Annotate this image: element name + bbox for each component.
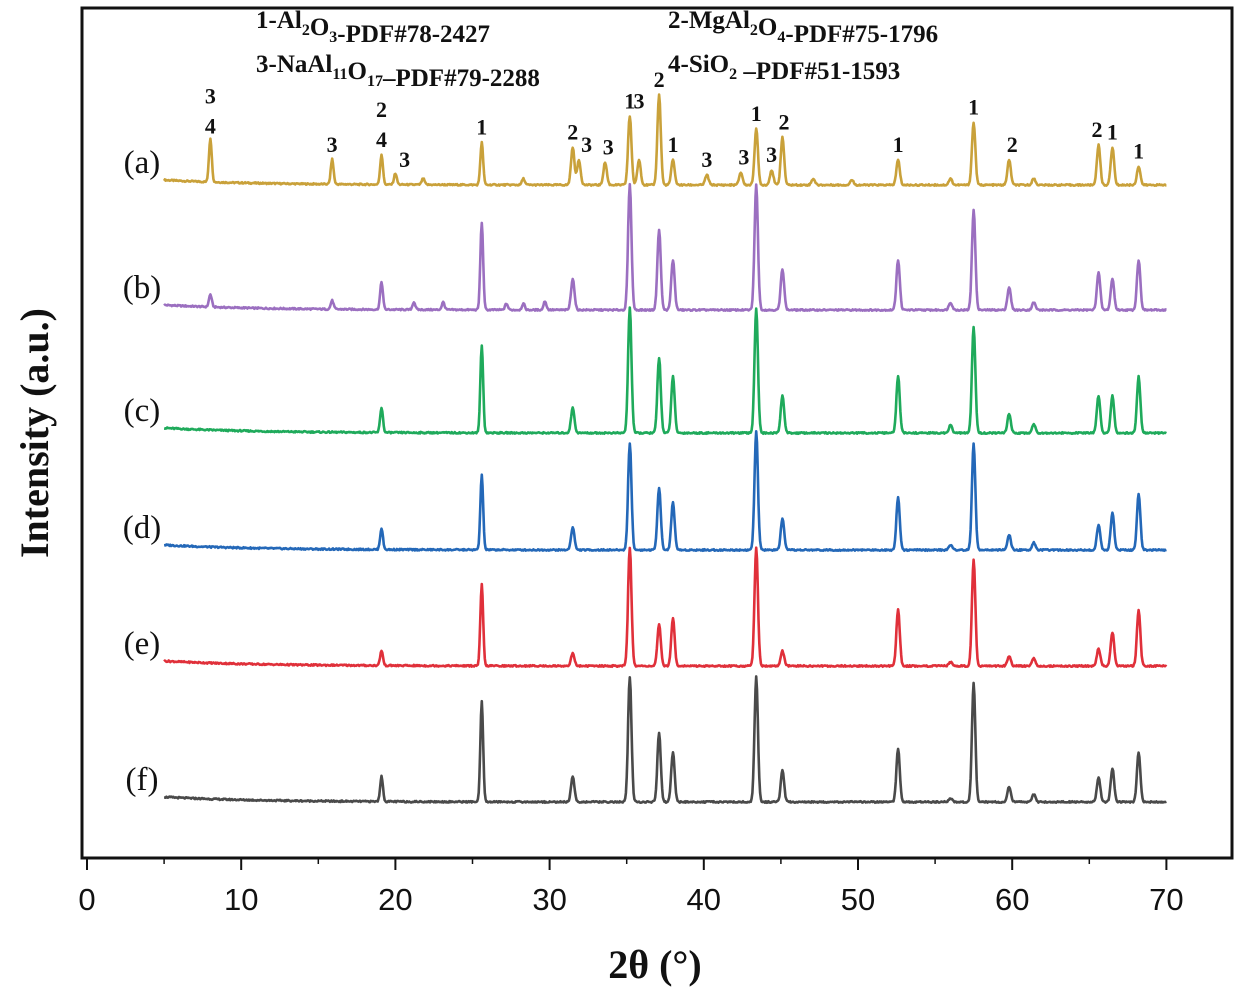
legend-entry: 2-MgAl2O4-PDF#75-1796 — [668, 7, 938, 48]
series-label: (c) — [124, 393, 161, 429]
x-tick-label: 30 — [532, 882, 566, 917]
y-axis-title: Intensity (a.u.) — [12, 308, 57, 558]
x-tick-label: 20 — [378, 882, 412, 917]
peak-label: 2 — [1092, 117, 1103, 142]
peak-label: 1 — [476, 115, 487, 140]
series-label: (e) — [124, 626, 161, 662]
peak-label: 3 — [399, 147, 410, 172]
peak-label: 1 — [1107, 120, 1118, 145]
peak-label: 3 — [603, 135, 614, 160]
legend-entry: 1-Al2O3-PDF#78-2427 — [256, 7, 490, 48]
peak-label: 1 — [624, 88, 635, 113]
peak-label: 3 — [766, 142, 777, 167]
x-axis-title: 2θ (°) — [608, 942, 702, 987]
peak-label: 2 — [567, 120, 578, 145]
peak-label: 3 — [701, 147, 712, 172]
peak-label: 1 — [893, 132, 904, 157]
x-tick-label: 60 — [995, 882, 1029, 917]
x-tick-label: 40 — [687, 882, 721, 917]
series-label: (f) — [126, 762, 159, 798]
axes: 0 10 20 30 40 50 60 70 — [78, 6, 1234, 917]
series-label: (a) — [124, 145, 161, 181]
peak-label: 1 — [1133, 138, 1144, 163]
peak-label: 2 — [1007, 132, 1018, 157]
series-label: (d) — [123, 510, 161, 546]
peak-label: 4 — [376, 127, 387, 152]
peak-label: 3 — [327, 132, 338, 157]
series-label: (b) — [123, 270, 161, 306]
x-tick-label: 50 — [841, 882, 875, 917]
peak-label: 1 — [667, 132, 678, 157]
x-tick-label: 10 — [224, 882, 258, 917]
series-line-3 — [163, 306, 1167, 436]
series-line-6 — [163, 675, 1167, 805]
plot-frame — [80, 6, 1234, 860]
peak-label: 2 — [778, 110, 789, 135]
peak-label: 4 — [205, 113, 216, 138]
series-line-4 — [163, 429, 1167, 553]
series-lines: (a) (b) (c) (d) (e) (f) — [123, 93, 1168, 805]
peak-label: 3 — [738, 145, 749, 170]
legend-entry: 4-SiO2 –PDF#51-1593 — [668, 51, 900, 85]
phase-legend: 1-Al2O3-PDF#78-2427 2-MgAl2O4-PDF#75-1796… — [256, 7, 938, 92]
peak-label: 3 — [581, 132, 592, 157]
peak-label: 1 — [968, 95, 979, 120]
peak-label: 3 — [205, 83, 216, 108]
series-line-1 — [162, 93, 1167, 187]
peak-label: 2 — [376, 97, 387, 122]
peak-label: 3 — [634, 88, 645, 113]
peak-label: 2 — [654, 67, 665, 92]
x-tick-label: 70 — [1149, 882, 1183, 917]
series-line-5 — [163, 546, 1168, 669]
series-line-2 — [163, 182, 1167, 313]
peak-label: 1 — [751, 101, 762, 126]
legend-entry: 3-NaAl11O17–PDF#79-2288 — [256, 51, 540, 92]
x-tick-label: 0 — [78, 882, 95, 917]
